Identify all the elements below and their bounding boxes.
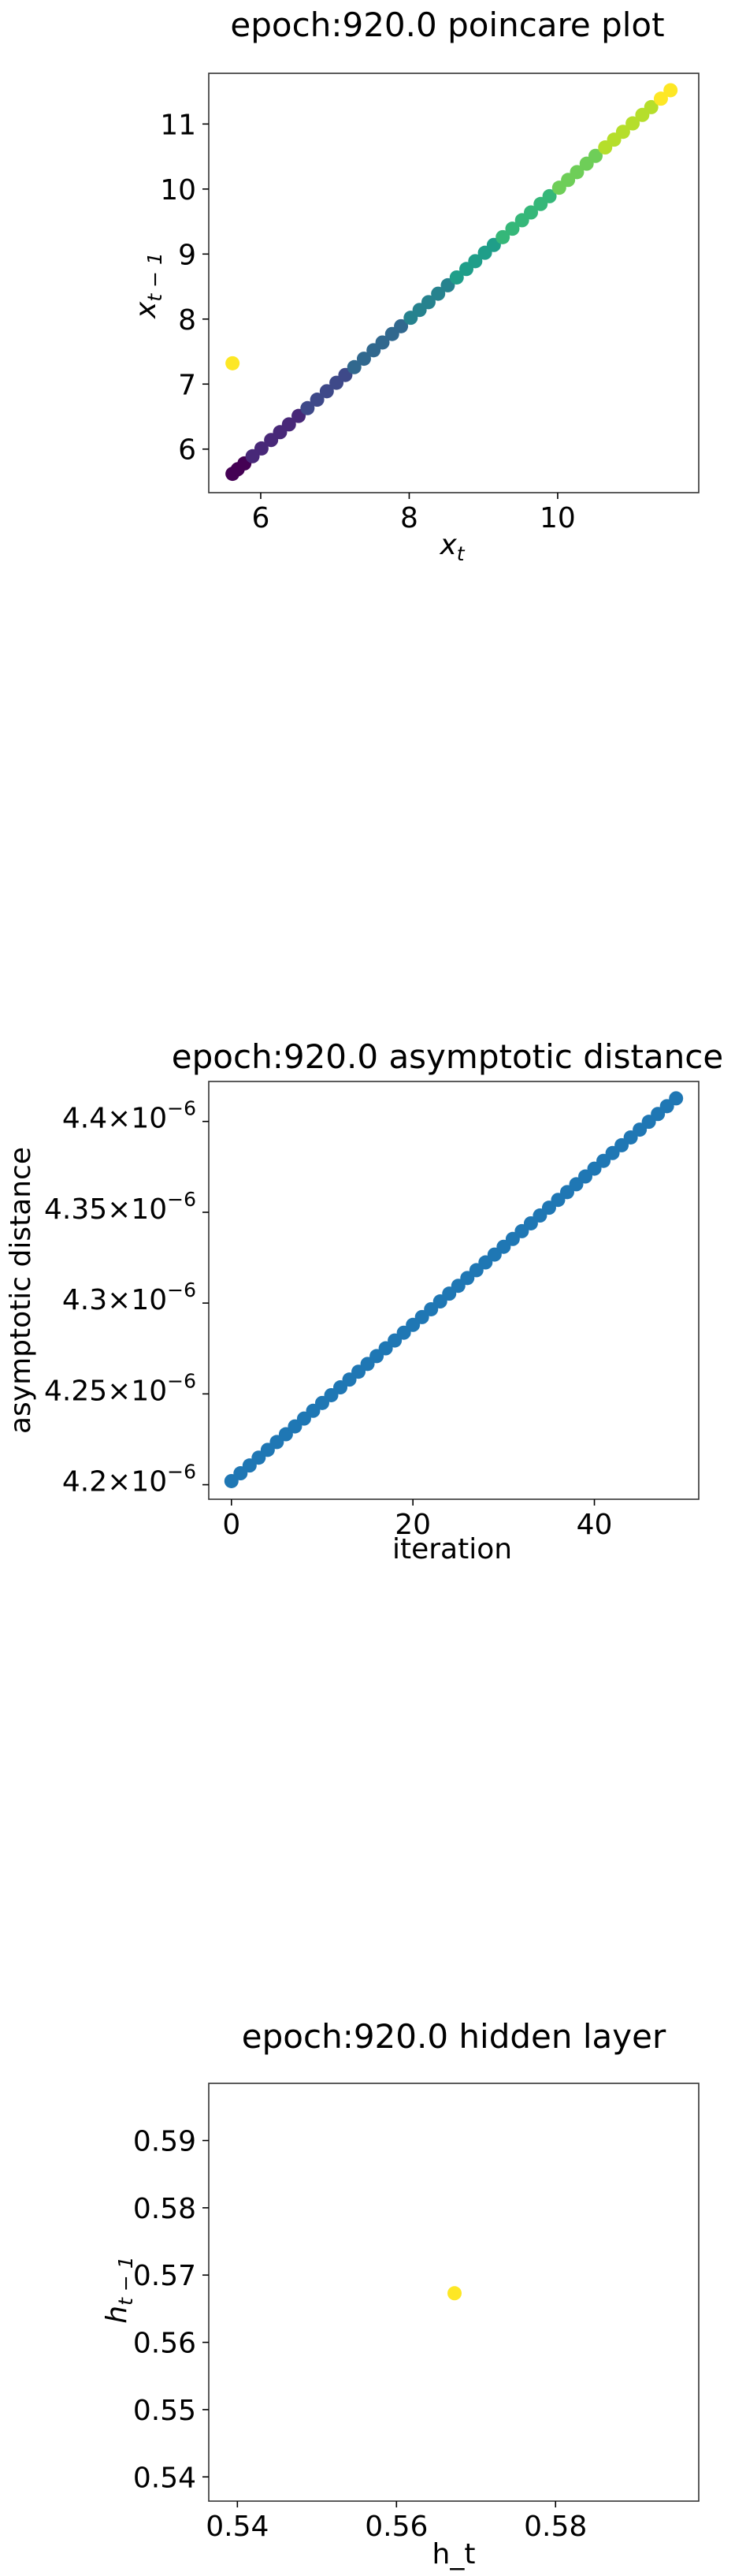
data-point bbox=[281, 417, 296, 432]
y-tick-label: 4.4×10−6 bbox=[62, 1097, 196, 1135]
asymptotic-y-axis-label: asymptotic distance bbox=[5, 1147, 37, 1434]
hidden-y-axis-label: ht − 1 bbox=[101, 2256, 137, 2323]
poincare-plot-axes bbox=[208, 73, 700, 493]
hidden-layer-axes bbox=[208, 2083, 700, 2502]
data-point bbox=[447, 2286, 462, 2301]
x-tick-label: 10 bbox=[540, 502, 576, 534]
x-tick-label: 6 bbox=[252, 502, 270, 534]
asymptotic-y-ticks: 4.2×10−6 4.25×10−6 4.3×10−6 4.35×10−6 4.4×10… bbox=[44, 1097, 209, 1498]
y-tick-label: 7 bbox=[178, 369, 196, 401]
data-point bbox=[394, 318, 409, 333]
hidden-points bbox=[447, 2286, 462, 2301]
x-tick-label: 20 bbox=[395, 1509, 431, 1541]
data-point bbox=[468, 254, 483, 269]
poincare-points bbox=[225, 83, 678, 482]
y-tick-label: 4.2×10−6 bbox=[62, 1461, 196, 1498]
data-point bbox=[495, 229, 510, 244]
hidden-x-ticks: 0.54 0.56 0.58 bbox=[206, 2501, 587, 2543]
x-tick-label: 40 bbox=[577, 1509, 613, 1541]
asymptotic-distance-title: epoch:920.0 asymptotic distance bbox=[172, 1037, 723, 1076]
y-tick-label: 11 bbox=[160, 109, 196, 141]
data-point bbox=[421, 295, 436, 310]
y-tick-label: 6 bbox=[178, 434, 196, 467]
asymptotic-distance-panel: epoch:920.0 asymptotic distance 0 20 40 4.… bbox=[5, 1037, 723, 1565]
x-tick-label: 0.56 bbox=[365, 2511, 428, 2543]
data-point bbox=[625, 116, 640, 131]
poincare-y-ticks: 6 7 8 9 10 11 bbox=[160, 109, 209, 467]
y-tick-label: 8 bbox=[178, 304, 196, 337]
x-tick-label: 0.58 bbox=[524, 2511, 587, 2543]
y-tick-label: 0.55 bbox=[133, 2395, 196, 2427]
y-tick-label: 10 bbox=[160, 174, 196, 207]
data-point bbox=[431, 286, 446, 301]
data-point bbox=[449, 270, 464, 285]
data-point bbox=[375, 335, 390, 350]
poincare-plot-title: epoch:920.0 poincare plot bbox=[230, 6, 664, 44]
data-point bbox=[653, 91, 668, 106]
poincare-plot-panel: epoch:920.0 poincare plot 6 8 10 67891011 … bbox=[130, 6, 700, 565]
y-tick-label: 0.54 bbox=[133, 2462, 196, 2494]
asymptotic-points bbox=[224, 1091, 684, 1488]
data-point bbox=[542, 188, 557, 203]
asymptotic-x-ticks: 0 20 40 bbox=[222, 1499, 612, 1541]
y-tick-label: 0.56 bbox=[133, 2328, 196, 2360]
y-tick-label: 4.25×10−6 bbox=[44, 1369, 196, 1407]
data-point bbox=[225, 356, 240, 370]
x-tick-label: 8 bbox=[400, 502, 418, 534]
y-tick-label: 0.59 bbox=[133, 2126, 196, 2158]
data-point bbox=[570, 165, 585, 180]
asymptotic-x-axis-label: iteration bbox=[392, 1533, 512, 1565]
y-tick-label: 0.57 bbox=[133, 2260, 196, 2292]
asymptotic-distance-axes bbox=[208, 1081, 700, 1500]
y-tick-label: 4.35×10−6 bbox=[44, 1188, 196, 1226]
data-point bbox=[356, 352, 371, 367]
poincare-y-axis-label: xt − 1 bbox=[130, 252, 166, 319]
poincare-x-ticks: 6 8 10 bbox=[252, 493, 576, 534]
hidden-layer-title: epoch:920.0 hidden layer bbox=[242, 2017, 666, 2056]
data-point bbox=[669, 1091, 684, 1106]
data-point bbox=[644, 99, 659, 114]
data-point bbox=[254, 441, 269, 456]
x-tick-label: 0.54 bbox=[206, 2511, 269, 2543]
x-tick-label: 0 bbox=[222, 1509, 240, 1541]
hidden-y-ticks: 0.54 0.55 0.56 0.57 0.58 0.59 bbox=[133, 2126, 209, 2494]
y-tick-label: 9 bbox=[178, 239, 196, 271]
data-point bbox=[300, 400, 315, 415]
data-point bbox=[319, 384, 334, 399]
poincare-x-axis-label: xt bbox=[439, 529, 465, 565]
y-tick-label: 4.3×10−6 bbox=[62, 1279, 196, 1316]
hidden-x-axis-label: h_t bbox=[432, 2538, 476, 2570]
data-point bbox=[524, 205, 539, 220]
data-point bbox=[505, 221, 520, 236]
data-point bbox=[347, 359, 362, 374]
data-point bbox=[310, 393, 325, 408]
data-point bbox=[588, 148, 603, 163]
data-point bbox=[663, 83, 678, 98]
hidden-layer-panel: epoch:920.0 hidden layer 0.54 0.56 0.58 0.… bbox=[101, 2017, 700, 2570]
y-tick-label: 0.58 bbox=[133, 2193, 196, 2225]
data-point bbox=[615, 125, 630, 140]
